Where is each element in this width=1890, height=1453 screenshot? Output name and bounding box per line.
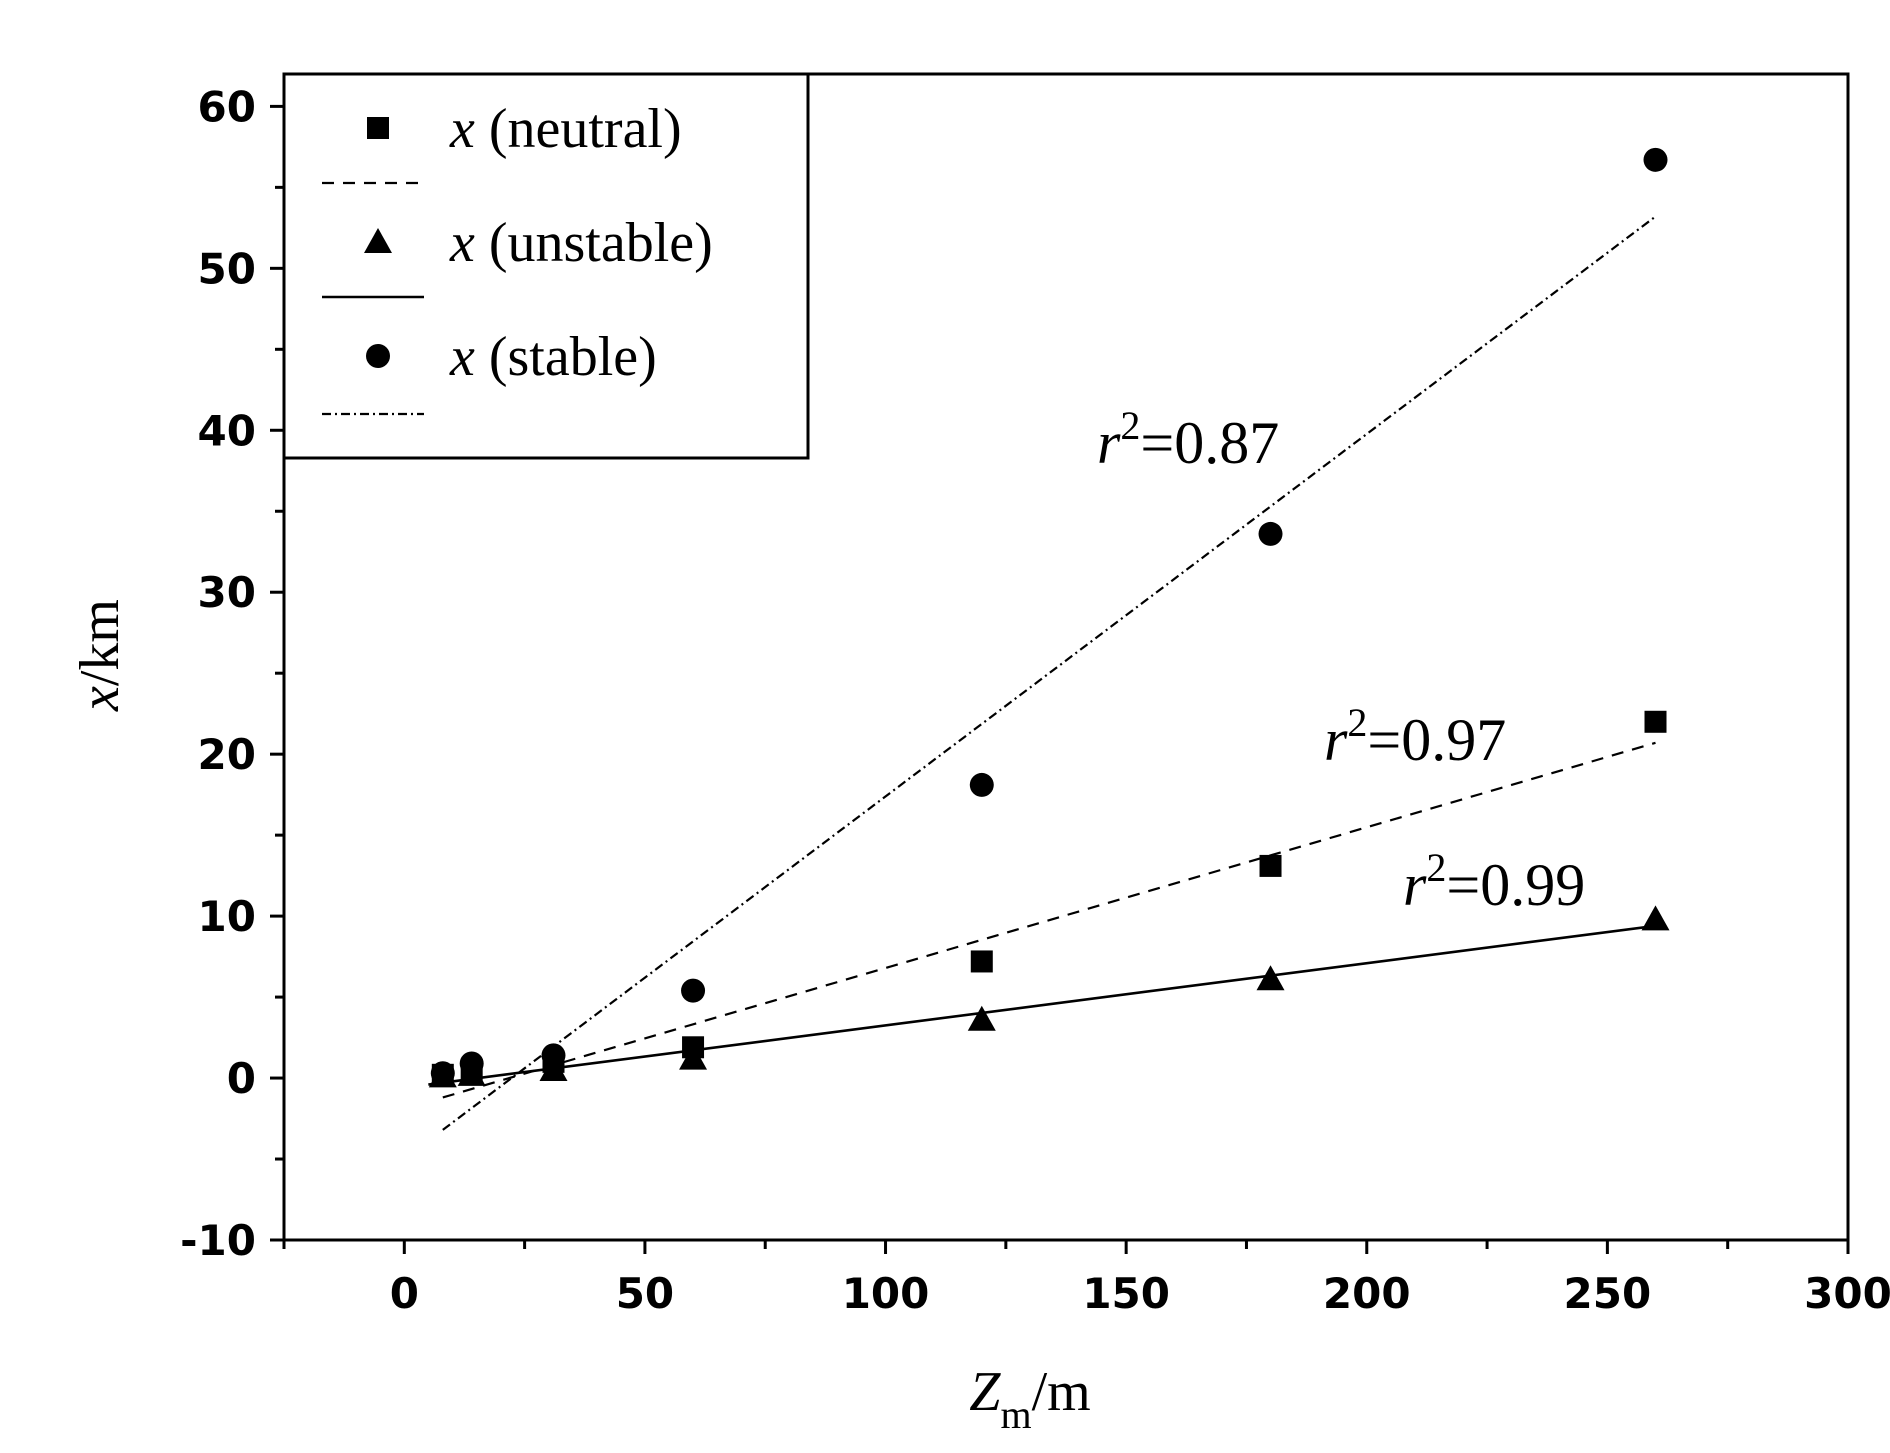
y-tick-label: 50 — [198, 244, 256, 293]
y-tick-label: 60 — [198, 82, 256, 131]
legend-square-marker — [367, 117, 389, 139]
axes: 0 50 100 150 200 250 300 -10 0 10 20 30 40 50 60 — [180, 82, 1890, 1318]
x-axis-label-sub: m — [1000, 1392, 1031, 1437]
circle-point — [459, 1051, 484, 1076]
circle-point — [969, 772, 994, 797]
x-tick-label: 150 — [1082, 1269, 1170, 1318]
triangle-point — [967, 1005, 996, 1031]
x-tick-label: 200 — [1323, 1269, 1411, 1318]
legend-label: x (stable) — [449, 326, 657, 388]
square-point — [1259, 854, 1282, 877]
fit-line — [442, 215, 1657, 1131]
triangle-point — [1256, 965, 1285, 991]
y-tick-label: -10 — [180, 1216, 256, 1265]
data-markers — [428, 147, 1670, 1088]
r2-exponent: 2 — [1347, 700, 1367, 745]
legend-label-var: x — [449, 212, 475, 274]
y-tick-label: 30 — [198, 568, 256, 617]
legend-label-var: x — [449, 326, 475, 388]
r2-letter: r — [1403, 852, 1427, 918]
square-point — [1644, 710, 1667, 733]
r2-annotation: r2=0.97 — [1324, 700, 1506, 773]
x-axis-label-main: Z — [969, 1361, 1001, 1423]
circle-point — [1643, 147, 1668, 172]
y-axis-label-var: x — [69, 686, 131, 712]
y-tick-label: 20 — [198, 730, 256, 779]
circle-point — [1258, 521, 1283, 546]
triangle-point — [679, 1044, 708, 1070]
legend-label-var: x — [449, 98, 475, 160]
r2-value: =0.87 — [1140, 410, 1279, 476]
x-tick-label: 50 — [616, 1269, 674, 1318]
y-tick-label: 40 — [198, 406, 256, 455]
legend-label-text: (unstable) — [475, 212, 713, 274]
square-point — [970, 950, 993, 973]
y-axis-label-unit: /km — [69, 599, 131, 686]
legend-label-text: (neutral) — [475, 98, 682, 160]
triangle-point — [1641, 905, 1670, 931]
plot-frame — [282, 72, 1850, 1242]
r2-value: =0.97 — [1367, 707, 1506, 773]
x-axis-label: Zm/m — [969, 1361, 1090, 1437]
legend-label-text: (stable) — [475, 326, 657, 388]
circle-point — [430, 1061, 455, 1086]
x-axis-label-unit: /m — [1032, 1361, 1091, 1423]
legend-circle-marker — [366, 344, 390, 368]
r2-value: =0.99 — [1446, 852, 1585, 918]
legend: x (neutral)x (unstable)x (stable) — [282, 72, 810, 460]
r2-letter: r — [1324, 707, 1348, 773]
circle-point — [681, 978, 706, 1003]
r2-exponent: 2 — [1120, 403, 1140, 448]
circle-point — [541, 1043, 566, 1068]
r2-annotation: r2=0.99 — [1403, 845, 1585, 918]
fit-line — [428, 924, 1656, 1086]
fit-line — [442, 741, 1656, 1099]
y-tick-label: 10 — [198, 892, 256, 941]
x-tick-label: 300 — [1804, 1269, 1890, 1318]
legend-label: x (unstable) — [449, 212, 713, 274]
fit-lines — [428, 215, 1657, 1131]
r2-exponent: 2 — [1426, 845, 1446, 890]
r2-letter: r — [1097, 410, 1121, 476]
triangle-point — [539, 1055, 568, 1081]
r2-annotation: r2=0.87 — [1097, 403, 1279, 476]
x-tick-label: 100 — [842, 1269, 930, 1318]
x-tick-label: 0 — [390, 1269, 419, 1318]
y-axis-label: x/km — [69, 599, 131, 712]
legend-label: x (neutral) — [449, 98, 682, 160]
y-tick-label: 0 — [227, 1054, 256, 1103]
x-tick-label: 250 — [1564, 1269, 1652, 1318]
legend-triangle-marker — [364, 228, 392, 253]
